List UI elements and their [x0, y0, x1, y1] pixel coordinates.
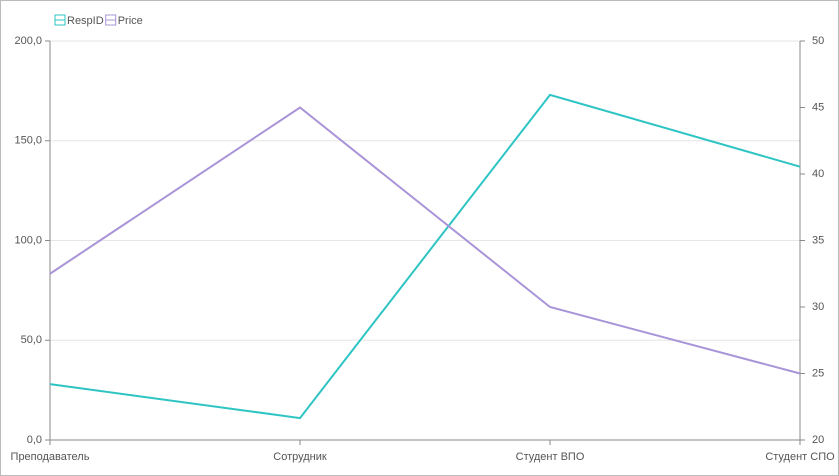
legend-item: RespID: [54, 14, 104, 27]
x-tick-label: Студент СПО: [765, 451, 835, 463]
y-tick-label: 100,0: [14, 234, 42, 246]
x-tick-label: Студент ВПО: [516, 451, 585, 463]
y2-tick-label: 45: [812, 101, 824, 113]
y-tick-label: 0,0: [27, 434, 42, 446]
x-tick-label: Преподаватель: [11, 451, 90, 463]
y2-tick-label: 40: [812, 168, 824, 180]
legend-label: RespID: [67, 15, 104, 27]
x-tick-label: Сотрудник: [273, 451, 327, 463]
y-tick-label: 50,0: [21, 334, 42, 346]
series-line: [49, 93, 801, 420]
series-line: [49, 106, 801, 375]
y2-tick-label: 30: [812, 301, 824, 313]
y2-tick-label: 25: [812, 367, 824, 379]
legend-item: Price: [105, 14, 143, 27]
legend-label: Price: [118, 15, 143, 27]
y2-tick-label: 35: [812, 234, 824, 246]
y-tick-label: 150,0: [14, 135, 42, 147]
y-tick-label: 200,0: [14, 35, 42, 47]
y2-tick-label: 50: [812, 35, 824, 47]
y2-tick-label: 20: [812, 434, 824, 446]
